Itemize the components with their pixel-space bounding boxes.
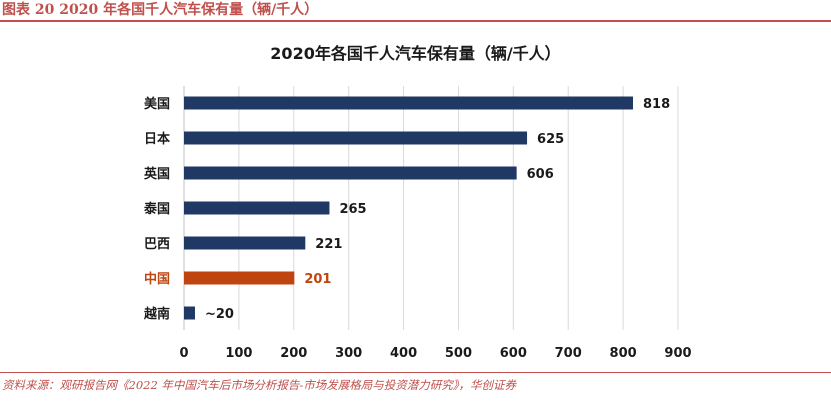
data-label: 818: [643, 97, 670, 112]
figure-label: 图表 20 2020 年各国千人汽车保有量（辆/千人）: [2, 2, 319, 18]
bar-chart: 0 100 200 300 400 500 600 700 800 900 美国 818 日本 625 英国…: [143, 86, 692, 361]
x-tick-label: 200: [280, 346, 307, 361]
data-label: 221: [315, 237, 342, 252]
bar-6: [184, 306, 195, 320]
x-tick-label: 600: [500, 346, 527, 361]
category-label: 泰国: [143, 201, 170, 217]
bar-1: [184, 131, 528, 145]
source-rule: [0, 372, 831, 373]
bar-0: [184, 96, 633, 110]
x-tick-label: 300: [335, 346, 362, 361]
source-note: 资料来源：观研报告网《2022 年中国汽车后市场分析报告-市场发展格局与投资潜力…: [2, 378, 517, 392]
category-label: 英国: [143, 166, 170, 182]
data-label: ~20: [205, 307, 234, 322]
chart-title: 2020年各国千人汽车保有量（辆/千人）: [270, 44, 561, 63]
x-tick-label: 900: [664, 346, 691, 361]
category-label: 巴西: [144, 237, 170, 252]
data-label: 606: [527, 167, 554, 182]
bar-3: [184, 201, 330, 215]
bar-5: [184, 271, 295, 285]
figure-header: 图表 20 2020 年各国千人汽车保有量（辆/千人）: [0, 0, 831, 22]
x-tick-label: 400: [390, 346, 417, 361]
data-label: 265: [339, 202, 366, 217]
x-tick-label: 0: [179, 346, 188, 361]
x-tick-label: 700: [555, 346, 582, 361]
category-label: 美国: [144, 96, 170, 112]
bar-2: [184, 166, 517, 180]
header-rule: [0, 20, 831, 22]
category-label: 日本: [144, 131, 170, 147]
bar-4: [184, 236, 306, 250]
data-label: 201: [304, 272, 331, 287]
category-label: 中国: [144, 271, 170, 287]
x-tick-label: 500: [445, 346, 472, 361]
category-label: 越南: [143, 306, 170, 322]
x-tick-label: 100: [225, 346, 252, 361]
x-tick-label: 800: [610, 346, 637, 361]
data-label: 625: [537, 132, 564, 147]
